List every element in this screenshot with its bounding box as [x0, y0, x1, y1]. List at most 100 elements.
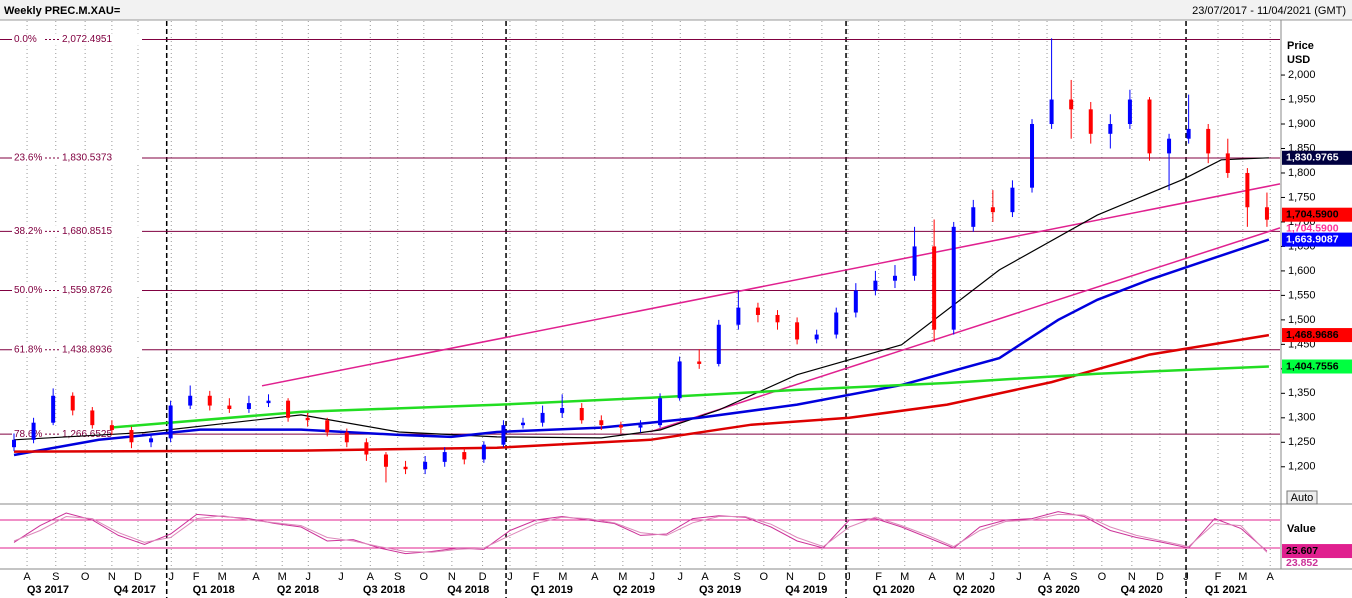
- candle-body: [658, 398, 663, 426]
- month-label: J: [338, 571, 344, 583]
- moving-average: [13, 333, 1270, 453]
- fib-value: 1,830.5373: [62, 153, 112, 164]
- fib-value: 1,559.8726: [62, 285, 112, 296]
- y-tick-label: 1,200: [1288, 461, 1316, 473]
- candle-body: [579, 408, 584, 421]
- month-label: F: [533, 571, 540, 583]
- candle-body: [677, 361, 682, 399]
- candle-body: [521, 422, 526, 426]
- quarter-label: Q2 2019: [613, 584, 655, 596]
- month-label: S: [1070, 571, 1077, 583]
- candle-body: [149, 438, 154, 443]
- month-label: A: [252, 571, 260, 583]
- oscillator-value-box: [1282, 544, 1352, 559]
- candle-body: [560, 408, 565, 413]
- candle-body: [716, 324, 721, 364]
- quarter-label: Q2 2018: [277, 584, 319, 596]
- candle-body: [1069, 99, 1074, 110]
- candle-body: [481, 444, 486, 460]
- month-label: N: [108, 571, 116, 583]
- month-label: F: [875, 571, 882, 583]
- candle-body: [12, 439, 16, 448]
- y-tick-label: 1,350: [1288, 387, 1316, 399]
- quarter-label: Q3 2019: [699, 584, 741, 596]
- trendline: [650, 227, 1281, 433]
- candle-body: [951, 226, 956, 330]
- moving-average: [13, 157, 1269, 441]
- fib-value: 1,266.6525: [62, 429, 112, 440]
- candle-body: [853, 290, 858, 313]
- y-tick-label: 1,950: [1288, 93, 1316, 105]
- fib-percent: 0.0%: [14, 34, 37, 45]
- candle-body: [403, 466, 408, 470]
- fib-label-bg: [12, 225, 142, 238]
- candle-body: [325, 420, 330, 433]
- ma-value-text: 1,404.7556: [1286, 360, 1339, 372]
- candle-body: [1108, 124, 1113, 134]
- month-label: N: [1128, 571, 1136, 583]
- month-label: M: [618, 571, 627, 583]
- y-tick-label: 1,500: [1288, 314, 1316, 326]
- close-value-box: [1282, 207, 1352, 222]
- trendline: [261, 183, 1281, 387]
- month-label: J: [169, 571, 175, 583]
- ma-value-box: [1282, 150, 1352, 165]
- fib-value: 1,680.8515: [62, 226, 112, 237]
- candle-body: [1245, 172, 1250, 208]
- month-label: M: [900, 571, 909, 583]
- auto-button-label[interactable]: Auto: [1291, 492, 1314, 504]
- candle-body: [344, 432, 349, 443]
- y-tick-label: 1,800: [1288, 167, 1316, 179]
- quarter-label: Q4 2017: [114, 584, 156, 596]
- quarter-label: Q1 2020: [873, 584, 915, 596]
- candle-body: [1127, 99, 1132, 125]
- fib-percent: 78.6%: [14, 429, 42, 440]
- ma-value-text: 1,830.9765: [1286, 152, 1339, 164]
- candle-body: [1264, 207, 1269, 220]
- ma-value-box: [1282, 359, 1352, 374]
- close-value-echo: 1,704.5900: [1286, 222, 1339, 234]
- month-label: S: [394, 571, 401, 583]
- candle-body: [1206, 128, 1211, 154]
- candle-body: [1167, 138, 1172, 154]
- fib-label-bg: [12, 152, 142, 165]
- candle-body: [932, 246, 937, 330]
- month-label: N: [786, 571, 794, 583]
- candle-body: [638, 425, 643, 428]
- date-range: 23/07/2017 - 11/04/2021 (GMT): [1192, 5, 1346, 17]
- ma-value-box: [1282, 328, 1352, 343]
- fib-percent: 23.6%: [14, 153, 42, 164]
- month-label: A: [929, 571, 937, 583]
- chart-title: Weekly PREC.M.XAU=: [4, 5, 120, 17]
- month-label: J: [678, 571, 684, 583]
- fib-value: 1,438.8936: [62, 344, 112, 355]
- candle-body: [990, 207, 995, 213]
- candle-body: [971, 207, 976, 227]
- month-label: A: [591, 571, 599, 583]
- month-label: J: [306, 571, 312, 583]
- candle-body: [697, 361, 702, 364]
- y-tick-label: 2,000: [1288, 69, 1316, 81]
- month-label: D: [134, 571, 142, 583]
- candle-body: [286, 400, 291, 418]
- month-label: D: [479, 571, 487, 583]
- y-axis-label: Price: [1287, 40, 1314, 52]
- candle-body: [266, 400, 271, 404]
- moving-average: [13, 238, 1270, 457]
- auto-button[interactable]: [1286, 490, 1318, 505]
- ma-value-box: [1282, 232, 1352, 247]
- month-label: M: [218, 571, 227, 583]
- month-label: A: [1267, 571, 1275, 583]
- candle-body: [70, 395, 75, 411]
- month-label: O: [760, 571, 769, 583]
- fib-label-bg: [12, 33, 142, 46]
- fib-percent: 61.8%: [14, 344, 42, 355]
- close-value-text: 1,704.5900: [1286, 208, 1339, 220]
- candle-body: [51, 395, 56, 423]
- candle-body: [31, 422, 36, 440]
- month-label: J: [989, 571, 995, 583]
- candle-body: [90, 410, 95, 426]
- y-tick-label: 1,300: [1288, 412, 1316, 424]
